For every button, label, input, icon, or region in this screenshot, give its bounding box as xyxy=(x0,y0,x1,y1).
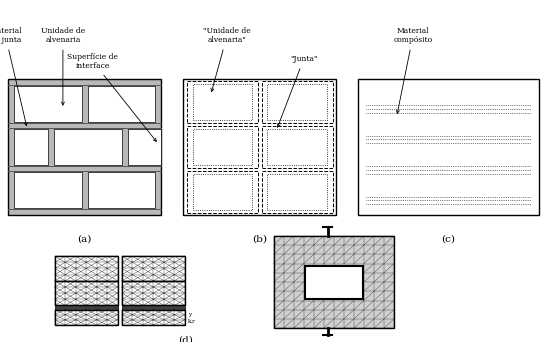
Bar xyxy=(14,129,48,165)
Text: (d): (d) xyxy=(178,335,194,342)
Text: Superfície de
interface: Superfície de interface xyxy=(67,53,156,142)
Bar xyxy=(122,281,185,305)
Bar xyxy=(55,310,118,325)
Bar xyxy=(262,171,333,213)
Text: Material
de junta: Material de junta xyxy=(0,27,27,126)
Bar xyxy=(14,86,82,122)
Bar xyxy=(55,256,118,281)
Bar xyxy=(358,79,539,215)
Bar xyxy=(88,86,155,122)
Text: y
k,r: y k,r xyxy=(188,312,195,323)
Bar xyxy=(55,281,118,305)
Text: (b): (b) xyxy=(252,234,267,243)
Bar xyxy=(187,126,258,168)
Bar xyxy=(187,81,258,123)
Bar xyxy=(193,174,252,210)
Bar xyxy=(122,256,185,281)
Bar xyxy=(193,84,252,120)
Bar xyxy=(88,172,155,208)
Text: Material
compósito: Material compósito xyxy=(393,27,433,113)
Bar xyxy=(14,172,82,208)
Bar xyxy=(274,236,394,328)
Text: (c): (c) xyxy=(441,234,456,243)
Bar xyxy=(122,310,185,325)
Bar xyxy=(122,305,185,310)
Bar xyxy=(193,129,252,165)
Text: (a): (a) xyxy=(78,234,92,243)
Bar xyxy=(55,305,118,310)
Bar xyxy=(8,79,161,215)
Bar xyxy=(262,126,333,168)
Bar xyxy=(187,171,258,213)
Bar xyxy=(127,129,161,165)
Bar xyxy=(305,265,363,299)
Bar xyxy=(267,84,327,120)
Text: "Junta": "Junta" xyxy=(277,55,317,127)
Text: "Unidade de
alvenaria": "Unidade de alvenaria" xyxy=(203,27,251,92)
Bar xyxy=(54,129,121,165)
Bar xyxy=(262,81,333,123)
Text: Unidade de
alvenaria: Unidade de alvenaria xyxy=(41,27,85,105)
Bar xyxy=(183,79,336,215)
Bar xyxy=(267,174,327,210)
Bar xyxy=(267,129,327,165)
